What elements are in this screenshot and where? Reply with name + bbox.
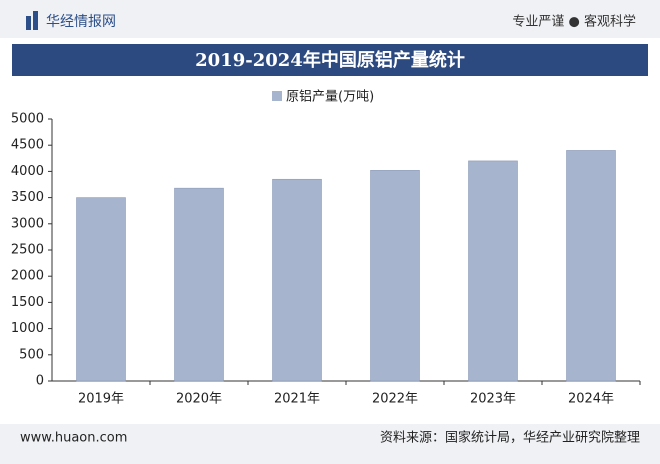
x-tick-label: 2024年 [568, 392, 614, 407]
chart-title: 2019-2024年中国原铝产量统计 [195, 49, 465, 71]
y-tick-label: 4500 [11, 138, 44, 153]
y-tick-label: 500 [19, 347, 44, 362]
bar [174, 187, 224, 382]
y-tick-label: 3000 [11, 216, 44, 231]
y-tick-label: 2500 [11, 243, 44, 258]
source: 资料来源：国家统计局，华经产业研究院整理 [380, 430, 640, 446]
x-tick-label: 2023年 [470, 392, 516, 407]
footer-bar [0, 424, 660, 464]
brand: 华经情报网 [46, 14, 116, 30]
title-band [12, 44, 648, 76]
y-tick-label: 2000 [11, 269, 44, 284]
bar [76, 197, 126, 382]
y-tick-label: 4000 [11, 164, 44, 179]
legend-label: 原铝产量(万吨) [286, 90, 374, 105]
x-tick-label: 2021年 [274, 392, 320, 407]
logo-icon [26, 16, 31, 30]
y-tick-label: 0 [36, 374, 44, 389]
bar [272, 178, 322, 382]
legend-swatch [272, 91, 282, 101]
x-tick-label: 2019年 [78, 392, 124, 407]
x-tick-label: 2022年 [372, 392, 418, 407]
y-tick-label: 1000 [11, 321, 44, 336]
bar [566, 150, 616, 382]
header-bar [0, 0, 660, 38]
y-tick-label: 5000 [11, 112, 44, 127]
y-tick-label: 3500 [11, 190, 44, 205]
bar [370, 170, 420, 382]
y-tick-label: 1500 [11, 295, 44, 310]
logo-icon [33, 11, 38, 30]
website: www.huaon.com [20, 431, 127, 446]
x-tick-label: 2020年 [176, 392, 222, 407]
slogan: 专业严谨 ● 客观科学 [512, 14, 636, 30]
bar [468, 160, 518, 382]
